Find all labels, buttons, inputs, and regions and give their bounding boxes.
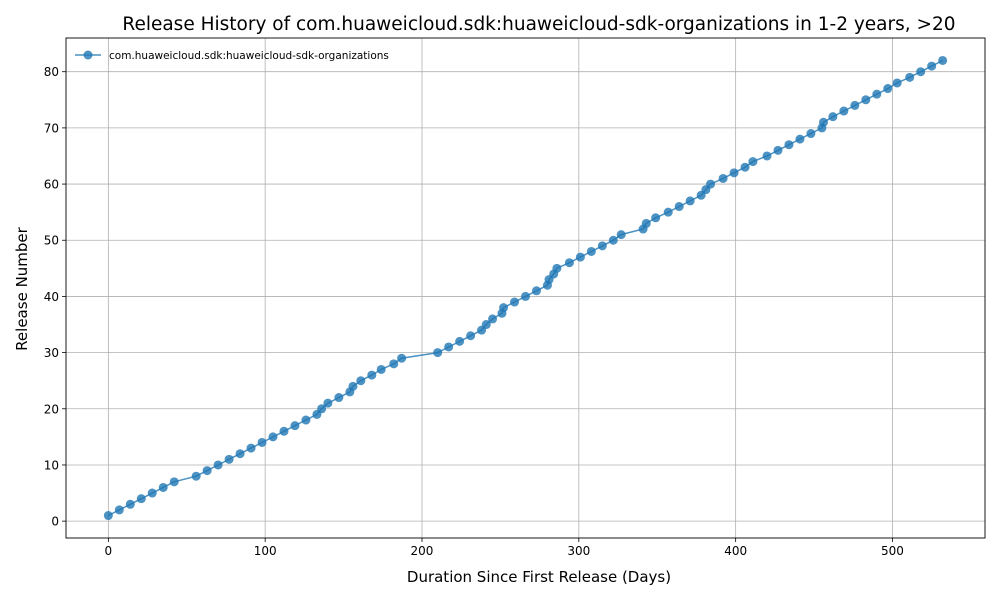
y-tick-label: 70 — [44, 121, 59, 135]
data-point — [729, 168, 739, 178]
data-point — [663, 207, 673, 217]
data-point — [114, 505, 124, 515]
legend: com.huaweicloud.sdk:huaweicloud-sdk-orga… — [75, 50, 389, 62]
data-point — [916, 67, 926, 77]
data-point — [334, 393, 344, 403]
data-point — [651, 213, 661, 223]
data-point — [213, 460, 223, 470]
data-point — [564, 258, 574, 268]
data-point — [718, 173, 728, 183]
data-point — [773, 145, 783, 155]
data-point — [376, 364, 386, 374]
y-tick-label: 0 — [51, 515, 59, 529]
data-point — [905, 72, 915, 82]
data-point — [224, 454, 234, 464]
data-point — [290, 421, 300, 431]
legend-marker — [83, 50, 93, 60]
data-point — [685, 196, 695, 206]
data-point — [938, 55, 948, 65]
data-point — [235, 449, 245, 459]
data-point — [784, 140, 794, 150]
data-point — [706, 179, 716, 189]
data-point — [136, 494, 146, 504]
data-point — [455, 336, 465, 346]
data-point — [597, 241, 607, 251]
data-point — [510, 297, 520, 307]
data-point — [323, 398, 333, 408]
data-point — [740, 162, 750, 172]
data-point — [158, 482, 168, 492]
data-point — [481, 320, 491, 330]
data-point — [818, 117, 828, 127]
data-point — [169, 477, 179, 487]
data-point — [521, 291, 530, 301]
grid-lines — [66, 38, 985, 538]
data-point — [317, 404, 327, 414]
data-point — [125, 499, 135, 509]
x-tick-label: 500 — [881, 544, 904, 558]
y-axis-label: Release Number — [13, 226, 31, 350]
data-point — [748, 157, 758, 167]
y-tick-label: 10 — [44, 458, 59, 472]
x-tick-label: 0 — [105, 544, 113, 558]
series-layer — [103, 55, 948, 521]
data-point — [575, 252, 585, 262]
data-point — [466, 331, 476, 341]
y-axis-ticks: 0 10 20 30 40 50 60 70 80 — [44, 65, 66, 529]
data-point — [806, 129, 816, 139]
x-axis-ticks: 0 100 200 300 400 500 — [105, 538, 904, 558]
y-tick-label: 40 — [44, 290, 59, 304]
data-point — [850, 100, 860, 110]
data-point — [608, 235, 618, 245]
data-point — [839, 106, 849, 116]
data-point — [257, 437, 267, 447]
data-point — [674, 202, 684, 212]
data-point — [883, 84, 893, 94]
y-tick-label: 80 — [44, 65, 59, 79]
data-point — [927, 61, 937, 71]
plot-frame — [65, 37, 986, 539]
data-point — [356, 376, 366, 386]
data-point — [488, 314, 498, 324]
data-point — [616, 230, 626, 240]
data-point — [861, 95, 871, 105]
data-point — [246, 443, 256, 453]
data-point — [367, 370, 377, 380]
x-tick-label: 300 — [567, 544, 590, 558]
data-point — [586, 246, 596, 256]
data-point — [397, 353, 407, 363]
series-line — [107, 59, 944, 517]
data-point — [795, 134, 805, 144]
data-point — [389, 359, 399, 369]
data-point — [872, 89, 882, 99]
y-tick-label: 50 — [44, 234, 59, 248]
y-tick-label: 60 — [44, 178, 59, 192]
data-point — [892, 78, 902, 88]
data-point — [202, 466, 212, 476]
data-point — [762, 151, 772, 161]
data-point — [147, 488, 157, 498]
data-point — [191, 471, 201, 481]
x-axis-label: Duration Since First Release (Days) — [407, 568, 671, 586]
data-point — [828, 112, 838, 122]
x-tick-label: 100 — [254, 544, 277, 558]
data-point — [279, 426, 289, 436]
x-tick-label: 400 — [724, 544, 747, 558]
data-point — [552, 263, 562, 273]
data-point — [531, 286, 541, 296]
y-tick-label: 30 — [44, 346, 59, 360]
data-point — [301, 415, 311, 425]
y-tick-label: 20 — [44, 402, 59, 416]
x-tick-label: 200 — [411, 544, 434, 558]
data-point — [444, 342, 454, 352]
data-point — [433, 348, 443, 358]
data-point — [103, 511, 113, 521]
legend-series-label: com.huaweicloud.sdk:huaweicloud-sdk-orga… — [109, 50, 389, 62]
chart-title: Release History of com.huaweicloud.sdk:h… — [122, 14, 955, 35]
data-point — [499, 303, 509, 313]
data-point — [641, 218, 651, 228]
data-point — [268, 432, 278, 442]
data-point — [348, 381, 358, 391]
